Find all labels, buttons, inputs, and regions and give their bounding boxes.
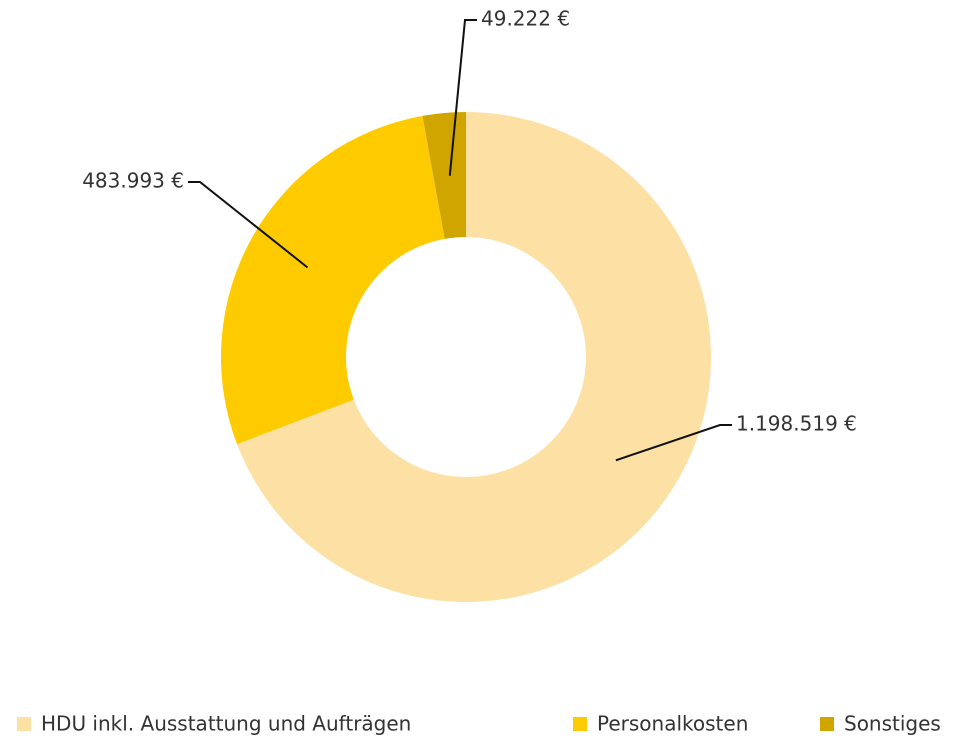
data-label: 49.222 € [481,7,570,31]
legend-label: Sonstiges [844,712,941,736]
donut-slice [422,112,466,239]
data-label: 483.993 € [82,169,184,193]
data-label: 1.198.519 € [736,412,857,436]
donut-slice [221,115,445,445]
legend-swatch [820,717,834,731]
legend-label: HDU inkl. Ausstattung und Aufträgen [41,712,411,736]
legend-swatch [17,717,31,731]
leader-line [448,19,477,176]
legend-label: Personalkosten [597,712,748,736]
legend-swatch [573,717,587,731]
leader-line [188,181,309,269]
leader-line [615,424,732,462]
donut-slice [237,112,711,603]
